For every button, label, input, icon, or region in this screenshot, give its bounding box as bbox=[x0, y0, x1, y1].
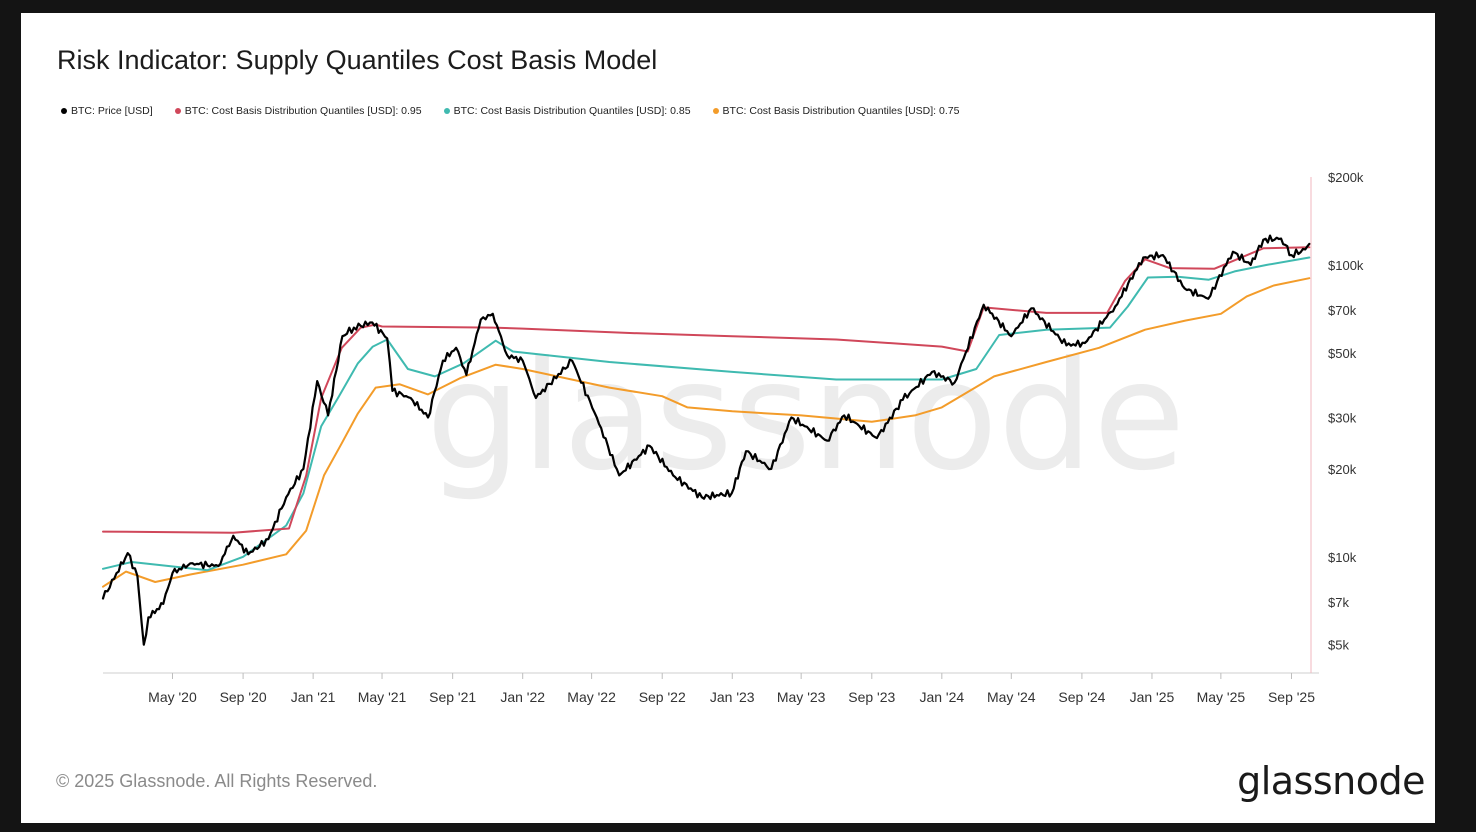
legend-dot-q85 bbox=[443, 108, 450, 114]
x-axis: May '20 Sep '20 Jan '21 May '21 Sep '21 Jan '… bbox=[103, 672, 1319, 705]
series-layer bbox=[101, 234, 1311, 646]
x-tick-label: Sep '23 bbox=[848, 689, 895, 705]
legend-label-q95: BTC: Cost Basis Distribution Quantiles [… bbox=[184, 105, 422, 117]
q85-line[interactable] bbox=[102, 256, 1311, 572]
x-tick-label: May '20 bbox=[148, 689, 197, 705]
x-tick-label: Sep '20 bbox=[220, 689, 267, 705]
legend-item-q95[interactable]: BTC: Cost Basis Distribution Quantiles [… bbox=[174, 105, 422, 117]
y-tick-label: $20k bbox=[1328, 462, 1357, 477]
x-tick-label: Sep '21 bbox=[429, 689, 476, 705]
legend-dot-q95 bbox=[174, 108, 181, 114]
chart-card: Risk Indicator: Supply Quantiles Cost Ba… bbox=[21, 13, 1435, 823]
chart-legend: BTC: Price [USD] BTC: Cost Basis Distrib… bbox=[61, 105, 959, 117]
x-tick-label: Jan '23 bbox=[710, 689, 755, 705]
x-tick-label: Sep '24 bbox=[1058, 689, 1105, 705]
legend-item-q85[interactable]: BTC: Cost Basis Distribution Quantiles [… bbox=[443, 105, 691, 117]
x-tick-label: Jan '22 bbox=[500, 689, 545, 705]
legend-label-q85: BTC: Cost Basis Distribution Quantiles [… bbox=[453, 105, 691, 117]
copyright-text: © 2025 Glassnode. All Rights Reserved. bbox=[56, 771, 378, 791]
x-tick-label: Jan '24 bbox=[919, 689, 964, 705]
price-line[interactable] bbox=[101, 234, 1311, 646]
y-tick-label: $50k bbox=[1328, 346, 1357, 361]
y-tick-label: $70k bbox=[1328, 303, 1357, 318]
x-tick-label: Jan '21 bbox=[291, 689, 336, 705]
legend-dot-q75 bbox=[712, 108, 719, 114]
legend-label-price: BTC: Price [USD] bbox=[71, 105, 153, 117]
glassnode-logo: glassnode bbox=[1237, 759, 1425, 803]
x-tick-label: Jan '25 bbox=[1130, 689, 1175, 705]
y-tick-label: $30k bbox=[1328, 411, 1357, 426]
chart-title: Risk Indicator: Supply Quantiles Cost Ba… bbox=[57, 45, 658, 75]
x-tick-label: Sep '25 bbox=[1268, 689, 1315, 705]
legend-label-q75: BTC: Cost Basis Distribution Quantiles [… bbox=[722, 105, 960, 117]
legend-item-price[interactable]: BTC: Price [USD] bbox=[61, 105, 153, 117]
y-axis: $200k $100k $70k $50k $30k $20k $10k $7k $5k bbox=[1310, 170, 1364, 673]
x-tick-label: May '22 bbox=[567, 689, 616, 705]
x-tick-label: Sep '22 bbox=[639, 689, 686, 705]
x-tick-label: May '24 bbox=[987, 689, 1036, 705]
y-tick-label: $100k bbox=[1328, 258, 1364, 273]
x-tick-label: May '25 bbox=[1197, 689, 1246, 705]
legend-dot-price bbox=[61, 108, 67, 114]
x-tick-label: May '23 bbox=[777, 689, 826, 705]
q75-line[interactable] bbox=[102, 277, 1311, 588]
y-tick-label: $200k bbox=[1328, 170, 1364, 185]
y-tick-label: $7k bbox=[1328, 595, 1349, 610]
y-tick-label: $10k bbox=[1328, 550, 1357, 565]
x-tick-label: May '21 bbox=[358, 689, 407, 705]
y-tick-label: $5k bbox=[1328, 638, 1349, 653]
legend-item-q75[interactable]: BTC: Cost Basis Distribution Quantiles [… bbox=[712, 105, 960, 117]
chart-plot[interactable]: glassnode May '20 Sep '20 Jan '21 May '21 Se… bbox=[21, 13, 1435, 823]
